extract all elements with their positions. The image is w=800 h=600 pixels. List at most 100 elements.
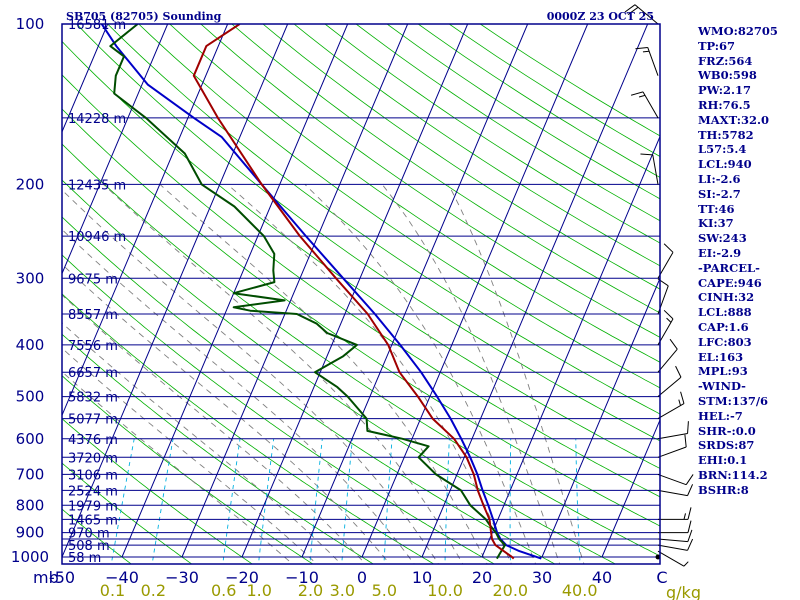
pressure-tick-label: 300	[16, 269, 45, 287]
sounding-index: SRDS:87	[698, 438, 755, 453]
height-label: 3106 m	[68, 468, 118, 483]
mixing-ratio-line	[257, 438, 275, 564]
sounding-index: WB0:598	[698, 68, 757, 83]
sounding-indices-panel: WMO:82705 TP:67 FRZ:564 WB0:598 PW:2.17 RH:76…	[698, 24, 778, 498]
barb-flag	[687, 421, 689, 434]
height-label: 16581 m	[68, 18, 126, 33]
barb-flag	[624, 4, 636, 13]
sounding-index: LFC:803	[698, 334, 752, 349]
isotherm	[62, 24, 289, 558]
isotherm	[481, 135, 660, 558]
wind-barb	[624, 4, 659, 25]
moist-adiabat	[159, 184, 488, 564]
dry-adiabat	[62, 418, 253, 564]
barb-shaft	[657, 433, 688, 440]
wind-barb	[640, 153, 659, 185]
moist-adiabat	[62, 228, 415, 564]
height-label: 7556 m	[68, 339, 118, 354]
barb-shaft	[657, 446, 687, 458]
barb-shaft	[652, 154, 659, 185]
wind-barb	[657, 550, 689, 567]
barb-flag	[683, 513, 686, 520]
barb-flag	[666, 317, 672, 323]
height-label: 14228 m	[68, 112, 126, 127]
barb-shaft	[657, 544, 688, 551]
mixing-ratio-label: 2.0	[298, 581, 323, 600]
dry-adiabat	[62, 462, 193, 564]
moist-adiabat	[227, 184, 512, 564]
dry-adiabat	[107, 24, 660, 415]
dry-adiabat	[62, 179, 617, 564]
plot-frame	[61, 23, 661, 565]
mixing-ratio-line	[444, 438, 450, 564]
dry-adiabat	[200, 24, 660, 338]
height-label: 508 m	[68, 539, 110, 554]
mixing-ratio-line	[341, 438, 353, 564]
sounding-index: -WIND-	[698, 379, 746, 394]
moist-adiabat	[62, 294, 366, 564]
isotherm	[62, 24, 109, 134]
dry-adiabat	[62, 375, 314, 564]
temperature-tick-label: 40	[592, 568, 612, 587]
barb-flag	[663, 243, 674, 253]
barb-shaft	[657, 550, 685, 567]
barb-flag	[675, 365, 682, 378]
mixing-ratio-label: 40.0	[562, 581, 598, 600]
barb-flag	[687, 520, 692, 533]
temperature-tick-label: 0	[357, 568, 367, 587]
dry-adiabat	[62, 293, 435, 564]
sounding-index: SHR-:0.0	[698, 423, 756, 438]
barb-flag	[630, 91, 644, 96]
sounding-index: HEL:-7	[698, 408, 743, 423]
sounding-index: CAPE:946	[698, 275, 762, 290]
isotherm	[361, 24, 589, 558]
height-label: 9675 m	[68, 272, 118, 287]
pressure-tick-label: 200	[16, 175, 45, 193]
sounding-index: MAXT:32.0	[698, 112, 769, 127]
sounding-index: LCL:940	[698, 157, 752, 172]
dry-adiabat	[138, 24, 660, 389]
temperature-tick-label: C	[656, 568, 667, 587]
pressure-tick-label: 100	[16, 15, 45, 33]
dry-adiabat	[62, 74, 660, 498]
height-label: 5077 m	[68, 413, 118, 428]
wind-barb	[657, 473, 694, 486]
barb-shaft	[657, 348, 678, 373]
sounding-index: CINH:32	[698, 290, 755, 305]
barb-flag	[687, 529, 693, 542]
height-label: 10946 m	[68, 230, 126, 245]
height-label: 6657 m	[68, 366, 118, 381]
wind-barb	[635, 46, 659, 76]
mixing-ratio-line	[151, 438, 174, 564]
barb-flag	[680, 391, 685, 404]
wind-barb	[657, 434, 687, 458]
mixing-ratio-line	[575, 438, 581, 564]
sounding-index: PW:2.17	[698, 83, 752, 98]
barb-flag	[687, 538, 694, 551]
sounding-index: FRZ:564	[698, 53, 753, 68]
barb-shaft	[657, 473, 687, 486]
mixing-ratio-line	[509, 438, 512, 564]
moist-adiabat	[62, 322, 342, 564]
barb-flag	[663, 309, 674, 320]
dry-adiabat	[62, 333, 375, 564]
isotherm	[62, 24, 169, 275]
dry-adiabat	[76, 24, 660, 442]
mixing-ratio-label: 0.1	[100, 581, 125, 600]
pressure-tick-label: 900	[16, 524, 45, 542]
temperature-tick-label: −40	[105, 568, 139, 587]
height-label: 12435 m	[68, 178, 126, 193]
sounding-index: MPL:93	[698, 364, 748, 379]
pressure-tick-label: 500	[16, 388, 45, 406]
barb-shaft	[657, 376, 682, 397]
barb-flag	[685, 474, 694, 485]
wind-barb	[657, 365, 682, 397]
sounding-index: SW:243	[698, 231, 747, 246]
sounding-index: CAP:1.6	[698, 319, 749, 334]
wind-barb	[657, 484, 694, 497]
wind-barb	[658, 507, 692, 520]
isotherm	[121, 24, 349, 558]
mixing-ratio-label: 5.0	[372, 581, 397, 600]
sounding-index: BRN:114.2	[698, 467, 768, 482]
barb-shaft	[657, 403, 685, 420]
